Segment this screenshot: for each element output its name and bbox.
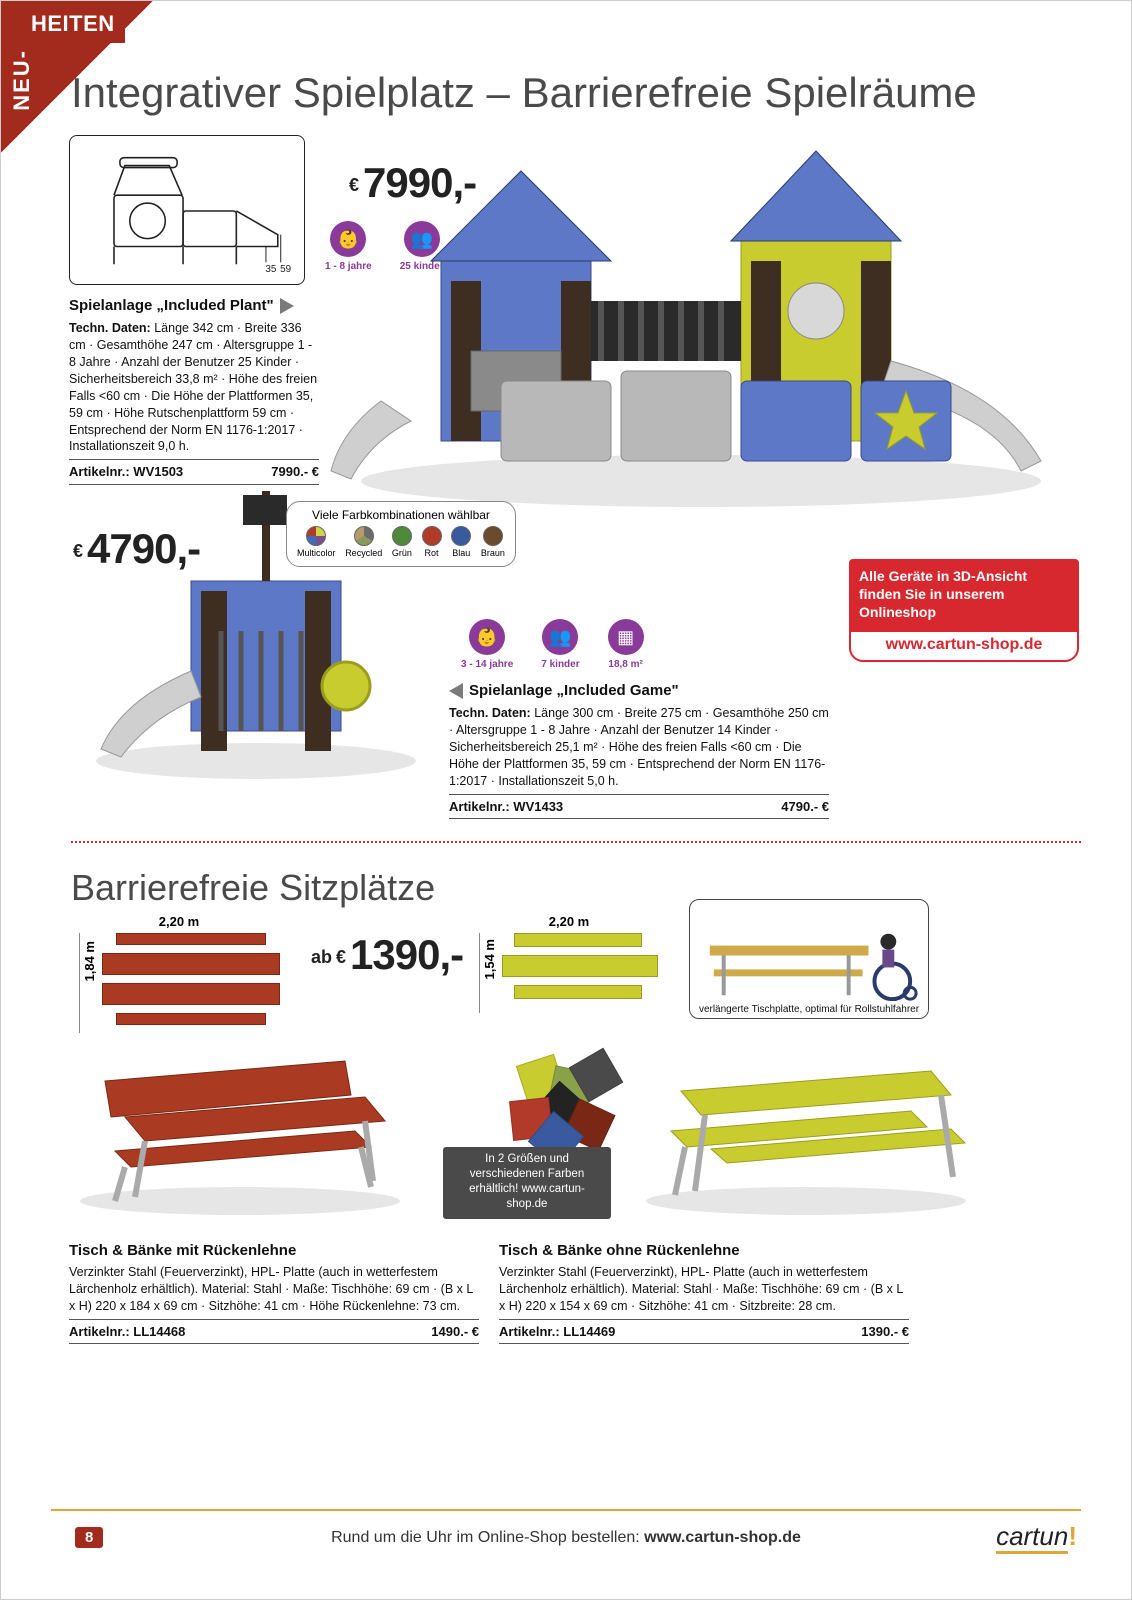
article-price: 7990.- € — [271, 463, 319, 481]
page-number: 8 — [75, 1527, 103, 1548]
footer-rule — [51, 1509, 1081, 1511]
svg-text:35: 35 — [265, 264, 276, 275]
swatch-pile-label: In 2 Größen und verschiedenen Farben erh… — [443, 1147, 611, 1219]
area-icon: ▦ — [608, 619, 644, 655]
article-number: Artikelnr.: WV1433 — [449, 798, 563, 816]
render-product1 — [321, 131, 1071, 521]
wheelchair-thumb: verlängerte Tischplatte, optimal für Rol… — [689, 899, 929, 1019]
bottom2-title: Tisch & Bänke ohne Rückenlehne — [499, 1241, 909, 1261]
dim-width: 2,20 m — [479, 914, 659, 929]
bottom-product-1: Tisch & Bänke mit Rückenlehne Verzinkter… — [69, 1241, 479, 1344]
bottom2-artline: Artikelnr.: LL14469 1390.- € — [499, 1319, 909, 1345]
bottom2-desc: Verzinkter Stahl (Feuerverzinkt), HPL- P… — [499, 1264, 909, 1315]
render-table-yellow — [631, 1031, 981, 1221]
brand-logo: cartun! — [996, 1521, 1077, 1552]
product2-block: Spielanlage „Included Game" Techn. Daten… — [449, 681, 829, 819]
article-number: Artikelnr.: WV1503 — [69, 463, 183, 481]
badge-age: 👶 3 - 14 jahre — [461, 619, 513, 670]
dim-width: 2,20 m — [79, 914, 279, 929]
article-price: 4790.- € — [781, 798, 829, 816]
article-number: Artikelnr.: LL14468 — [69, 1323, 185, 1341]
product2-title: Spielanlage „Included Game" — [449, 681, 829, 701]
swatch-label: Braun — [481, 548, 505, 558]
arrow-left-icon — [449, 683, 463, 699]
render-table-red — [65, 1041, 415, 1221]
promo-text: Alle Geräte in 3D-Ansicht finden Sie in … — [849, 559, 1079, 630]
catalog-page: HEITEN NEU- Integrativer Spielplatz – Ba… — [0, 0, 1132, 1600]
swatch-label: Recycled — [345, 548, 382, 558]
wheelchair-caption: verlängerte Tischplatte, optimal für Rol… — [690, 1001, 928, 1018]
age-icon: 👶 — [469, 619, 505, 655]
price-prefix: ab — [311, 947, 332, 967]
price-amount: 1390,- — [350, 931, 463, 978]
swatch-circle-icon — [354, 526, 374, 546]
product1-title: Spielanlage „Included Plant" — [69, 296, 319, 316]
swatch-circle-icon — [392, 526, 412, 546]
swatch-circle-icon — [483, 526, 503, 546]
kids-icon: 👥 — [542, 619, 578, 655]
swatch-circle-icon — [422, 526, 442, 546]
badge-kids: 👥 7 kinder — [541, 619, 579, 670]
product1-block: Spielanlage „Included Plant" Techn. Date… — [69, 296, 319, 485]
article-number: Artikelnr.: LL14469 — [499, 1323, 615, 1341]
swatch-circle-icon — [306, 526, 326, 546]
color-swatch[interactable]: Multicolor — [297, 526, 336, 558]
bottom-product-2: Tisch & Bänke ohne Rückenlehne Verzinkte… — [499, 1241, 909, 1344]
table-diagram-2: 2,20 m 1,54 m — [479, 914, 659, 1013]
swatch-label: Grün — [392, 548, 412, 558]
section-title: Barrierefreie Sitzplätze — [71, 867, 435, 909]
page-title: Integrativer Spielplatz – Barrierefreie … — [71, 69, 977, 117]
badges-product2: 👶 3 - 14 jahre 👥 7 kinder ▦ 18,8 m² — [461, 619, 644, 670]
swatch-circle-icon — [451, 526, 471, 546]
color-panel-title: Viele Farbkombinationen wählbar — [297, 508, 505, 522]
currency: € — [336, 947, 346, 967]
color-swatch[interactable]: Recycled — [345, 526, 382, 558]
badge-label: 7 kinder — [541, 659, 579, 670]
badge-label: 18,8 m² — [608, 659, 642, 670]
dim-height: 1,54 m — [482, 939, 497, 979]
color-options-panel: Viele Farbkombinationen wählbar Multicol… — [286, 501, 516, 567]
article-price: 1390.- € — [861, 1323, 909, 1341]
badge-area: ▦ 18,8 m² — [608, 619, 644, 670]
color-swatch[interactable]: Blau — [451, 526, 471, 558]
price-tables: ab€1390,- — [311, 931, 463, 979]
color-swatch[interactable]: Grün — [392, 526, 412, 558]
section-divider — [71, 841, 1081, 843]
table-diagram-1: 2,20 m 1,84 m — [79, 914, 279, 1033]
svg-text:59: 59 — [280, 264, 291, 275]
color-swatch[interactable]: Braun — [481, 526, 505, 558]
product2-artline: Artikelnr.: WV1433 4790.- € — [449, 794, 829, 820]
swatch-label: Blau — [452, 548, 470, 558]
swatch-row: Multicolor Recycled Grün Rot Blau Braun — [297, 526, 505, 558]
corner-tab: HEITEN — [21, 7, 125, 43]
corner-side-text: NEU- — [9, 49, 35, 111]
product1-artline: Artikelnr.: WV1503 7990.- € — [69, 459, 319, 485]
color-swatch[interactable]: Rot — [422, 526, 442, 558]
promo-box[interactable]: Alle Geräte in 3D-Ansicht finden Sie in … — [849, 559, 1079, 662]
arrow-right-icon — [280, 298, 294, 314]
product2-specs: Techn. Daten: Länge 300 cm · Breite 275 … — [449, 705, 829, 789]
swatch-label: Multicolor — [297, 548, 336, 558]
promo-url[interactable]: www.cartun-shop.de — [849, 630, 1079, 662]
bottom1-title: Tisch & Bänke mit Rückenlehne — [69, 1241, 479, 1261]
footer-text: Rund um die Uhr im Online-Shop bestellen… — [181, 1529, 951, 1547]
badge-label: 3 - 14 jahre — [461, 659, 513, 670]
schematic-product1: 35 59 — [69, 135, 305, 285]
bottom1-artline: Artikelnr.: LL14468 1490.- € — [69, 1319, 479, 1345]
article-price: 1490.- € — [431, 1323, 479, 1341]
product1-specs: Techn. Daten: Länge 342 cm · Breite 336 … — [69, 320, 319, 455]
swatch-label: Rot — [425, 548, 439, 558]
bottom1-desc: Verzinkter Stahl (Feuerverzinkt), HPL- P… — [69, 1264, 479, 1315]
dim-height: 1,84 m — [82, 941, 97, 981]
